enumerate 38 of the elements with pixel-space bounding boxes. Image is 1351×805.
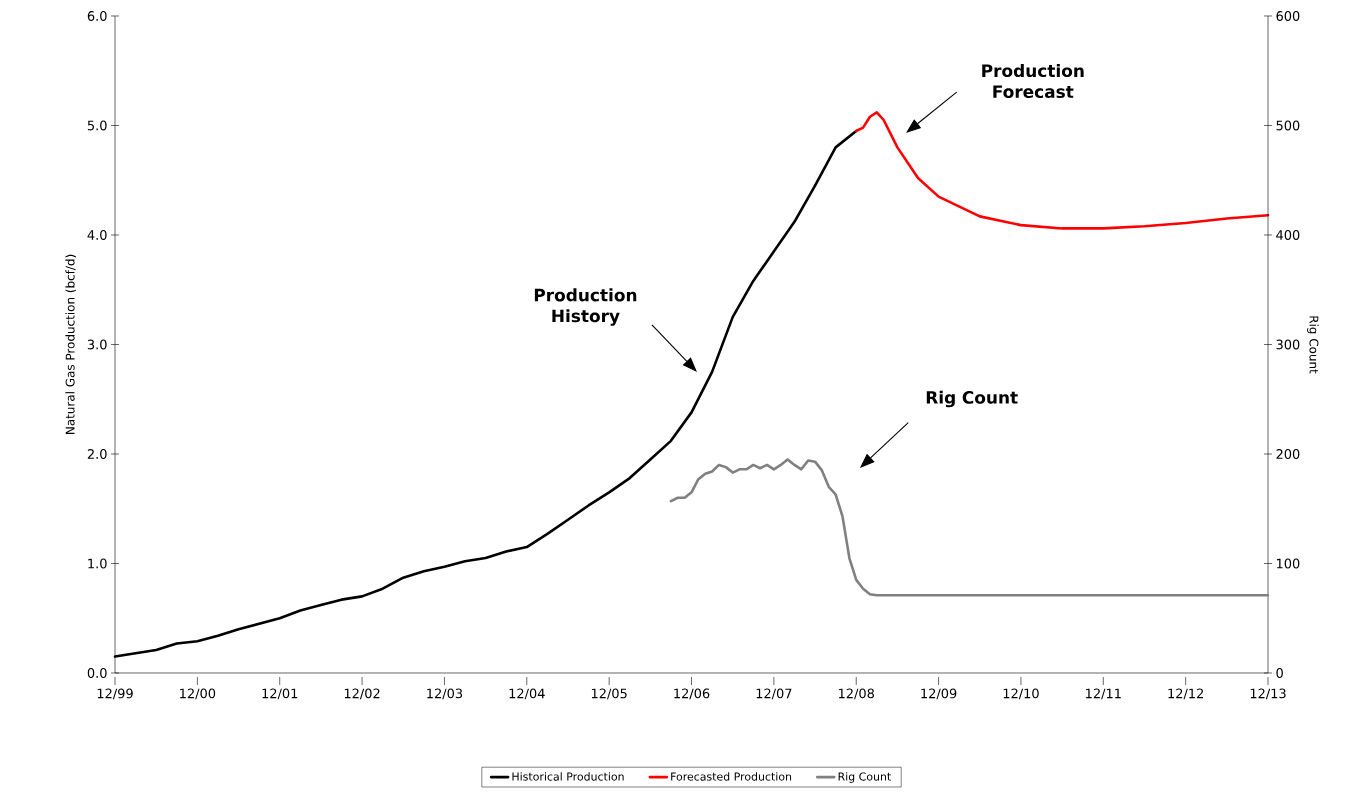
y2-tick-label: 500 [1276, 120, 1300, 131]
x-tick-label: 12/03 [427, 688, 463, 700]
y-tick-label: 3.0 [87, 339, 107, 350]
x-tick-label: 12/01 [262, 688, 298, 700]
legend-label: Historical Production [512, 772, 624, 781]
line-series [854, 111, 1270, 230]
x-tick-label: 12/02 [344, 688, 380, 700]
y-axis-title: Natural Gas Production (bcf/d) [65, 254, 77, 434]
legend-label: Forecasted Production [671, 772, 792, 781]
y2-tick-label: 600 [1276, 11, 1300, 21]
x-tick-label: 12/04 [509, 688, 545, 700]
y-tick-label: 0.0 [87, 668, 107, 678]
x-tick-label: 12/08 [838, 688, 874, 700]
y2-axis-title: Rig Count [1307, 316, 1319, 374]
x-tick-label: 12/12 [1168, 688, 1204, 700]
x-tick-label: 12/06 [674, 688, 710, 700]
y-tick-label: 2.0 [87, 449, 107, 459]
y2-tick-label: 300 [1276, 339, 1300, 350]
x-tick-label: 12/07 [756, 688, 792, 700]
y2-tick-label: 100 [1276, 558, 1300, 569]
x-tick-label: 12/09 [921, 688, 957, 700]
x-tick-label: 12/99 [97, 688, 133, 700]
x-tick-label: 12/13 [1250, 688, 1286, 700]
y2-tick-label: 0 [1276, 668, 1283, 678]
y-tick-label: 1.0 [88, 558, 107, 569]
annotation: Rig Count [926, 390, 1018, 408]
x-tick-label: 12/10 [1003, 688, 1039, 700]
y2-tick-label: 400 [1276, 230, 1300, 240]
annotation: Production History [534, 288, 637, 326]
y-tick-label: 5.0 [87, 120, 107, 131]
x-tick-label: 12/11 [1086, 688, 1121, 700]
y-tick-label: 6.0 [87, 11, 107, 21]
legend-label: Rig Count [838, 772, 891, 783]
x-tick-label: 12/05 [591, 688, 627, 700]
x-tick-label: 12/00 [180, 688, 216, 700]
y-tick-label: 4.0 [87, 230, 107, 240]
y2-tick-label: 200 [1276, 449, 1300, 459]
annotation: Production Forecast [982, 64, 1084, 99]
